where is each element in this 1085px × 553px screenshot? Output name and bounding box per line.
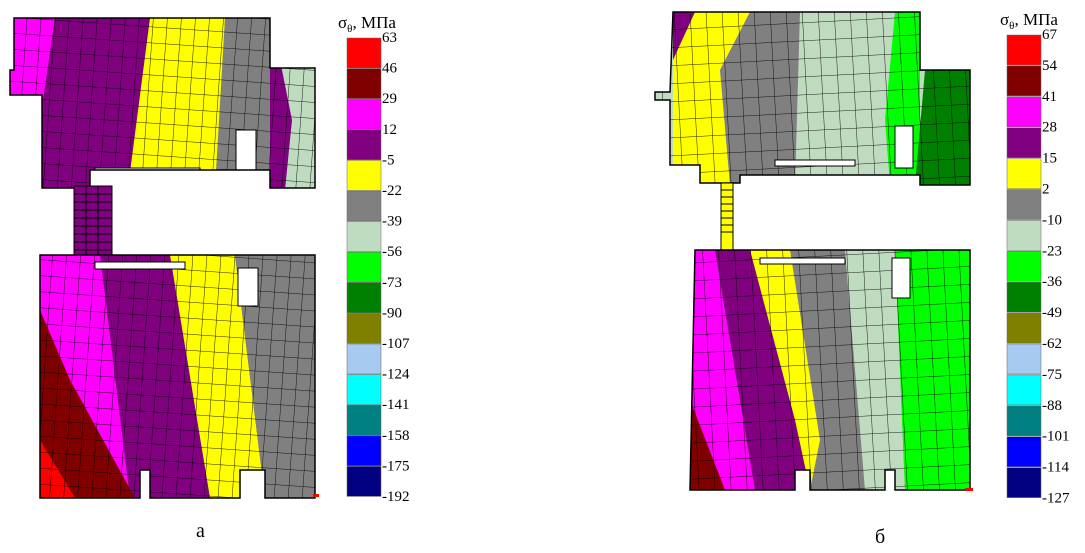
legend-level-label: 41: [1042, 89, 1057, 105]
legend-swatch: [346, 343, 382, 375]
legend-swatch: [1006, 312, 1042, 344]
legend-swatch: [346, 282, 382, 314]
neck-a: [73, 185, 113, 257]
legend-level-label: -192: [382, 489, 410, 505]
upper-block-a: [10, 18, 315, 188]
neck-b: [720, 182, 734, 252]
legend-level-label: -141: [382, 397, 410, 413]
legend-swatch: [1006, 34, 1042, 66]
legend-level-label: -39: [382, 214, 402, 230]
legend-title-a: σθ, МПа: [338, 13, 396, 35]
legend-swatch: [346, 190, 382, 222]
panel-label-b: б: [875, 526, 886, 548]
legend-level-label: -90: [382, 305, 402, 321]
legend-level-label: 67: [1042, 27, 1058, 43]
legend-level-label: -75: [1042, 367, 1062, 383]
legend-level-label: 15: [1042, 151, 1057, 167]
legend-swatch: [1006, 343, 1042, 375]
legend-swatch: [1006, 281, 1042, 313]
legend-level-label: -56: [382, 244, 402, 260]
legend-swatch: [1006, 158, 1042, 189]
contour-plot-b: σθ, МПа 67 54 41 28 15 2 -10 -23 -36 -49 -62 -75 -88…: [654, 10, 1070, 507]
legend-swatch: [346, 98, 382, 130]
legend-level-label: 54: [1042, 58, 1058, 74]
legend-level-label: -36: [1042, 274, 1062, 290]
legend-swatch: [346, 404, 382, 436]
legend-a: σθ, МПа 63 46 29 12 -5 -22 -39 -56 -73 -90 -107 -12…: [338, 13, 410, 505]
legend-swatch: [346, 435, 382, 467]
legend-level-label: -175: [382, 458, 410, 474]
upper-block-b: [655, 12, 970, 185]
legend-title-b: σθ, МПа: [1000, 10, 1058, 32]
legend-level-label: 63: [382, 30, 397, 46]
panel-b: σθ, МПа 67 54 41 28 15 2 -10 -23 -36 -49 -62 -75 -88…: [545, 0, 1085, 553]
legend-swatch: [1006, 436, 1042, 467]
legend-level-label: -49: [1042, 305, 1062, 321]
legend-level-label: 46: [382, 61, 398, 77]
legend-level-label: -101: [1042, 429, 1070, 445]
legend-swatch: [346, 68, 382, 99]
legend-swatch: [1006, 189, 1042, 220]
legend-swatch: [1006, 374, 1042, 406]
legend-b: σθ, МПа 67 54 41 28 15 2 -10 -23 -36 -49 -62 -75 -88…: [1000, 10, 1070, 507]
legend-swatch: [1006, 251, 1042, 282]
legend-swatch: [346, 374, 382, 405]
legend-level-label: -114: [1042, 460, 1069, 476]
legend-level-label: -107: [382, 336, 410, 352]
legend-level-label: -22: [382, 183, 402, 199]
legend-swatch: [346, 251, 382, 283]
legend-level-label: -73: [382, 275, 402, 291]
legend-level-label: -88: [1042, 398, 1062, 414]
legend-swatch: [1006, 65, 1042, 97]
legend-level-label: -124: [382, 367, 410, 383]
legend-swatch: [346, 37, 382, 69]
legend-swatch: [1006, 467, 1042, 498]
legend-level-label: 29: [382, 91, 397, 107]
panel-label-a: а: [196, 520, 205, 542]
legend-swatch: [346, 221, 382, 252]
legend-level-label: 2: [1042, 182, 1050, 198]
legend-swatch: [346, 129, 382, 161]
legend-level-label: -5: [382, 152, 395, 168]
legend-swatch: [346, 313, 382, 344]
legend-swatch: [346, 160, 382, 191]
legend-level-label: 28: [1042, 120, 1057, 136]
legend-level-label: -23: [1042, 243, 1062, 259]
legend-level-label: -10: [1042, 212, 1062, 228]
legend-swatch: [1006, 405, 1042, 437]
legend-swatch: [1006, 96, 1042, 128]
lower-block-b: [690, 250, 970, 490]
legend-level-label: -62: [1042, 336, 1062, 352]
panel-a: σθ, МПа 63 46 29 12 -5 -22 -39 -56 -73 -90 -107 -12…: [0, 0, 540, 553]
legend-level-label: -127: [1042, 491, 1070, 507]
legend-swatch: [1006, 127, 1042, 158]
contour-plot-a: σθ, МПа 63 46 29 12 -5 -22 -39 -56 -73 -90 -107 -12…: [9, 13, 410, 505]
legend-swatch: [346, 466, 382, 497]
legend-swatch: [1006, 220, 1042, 251]
legend-level-label: 12: [382, 122, 397, 138]
lower-block-a: [40, 255, 315, 498]
legend-level-label: -158: [382, 428, 410, 444]
